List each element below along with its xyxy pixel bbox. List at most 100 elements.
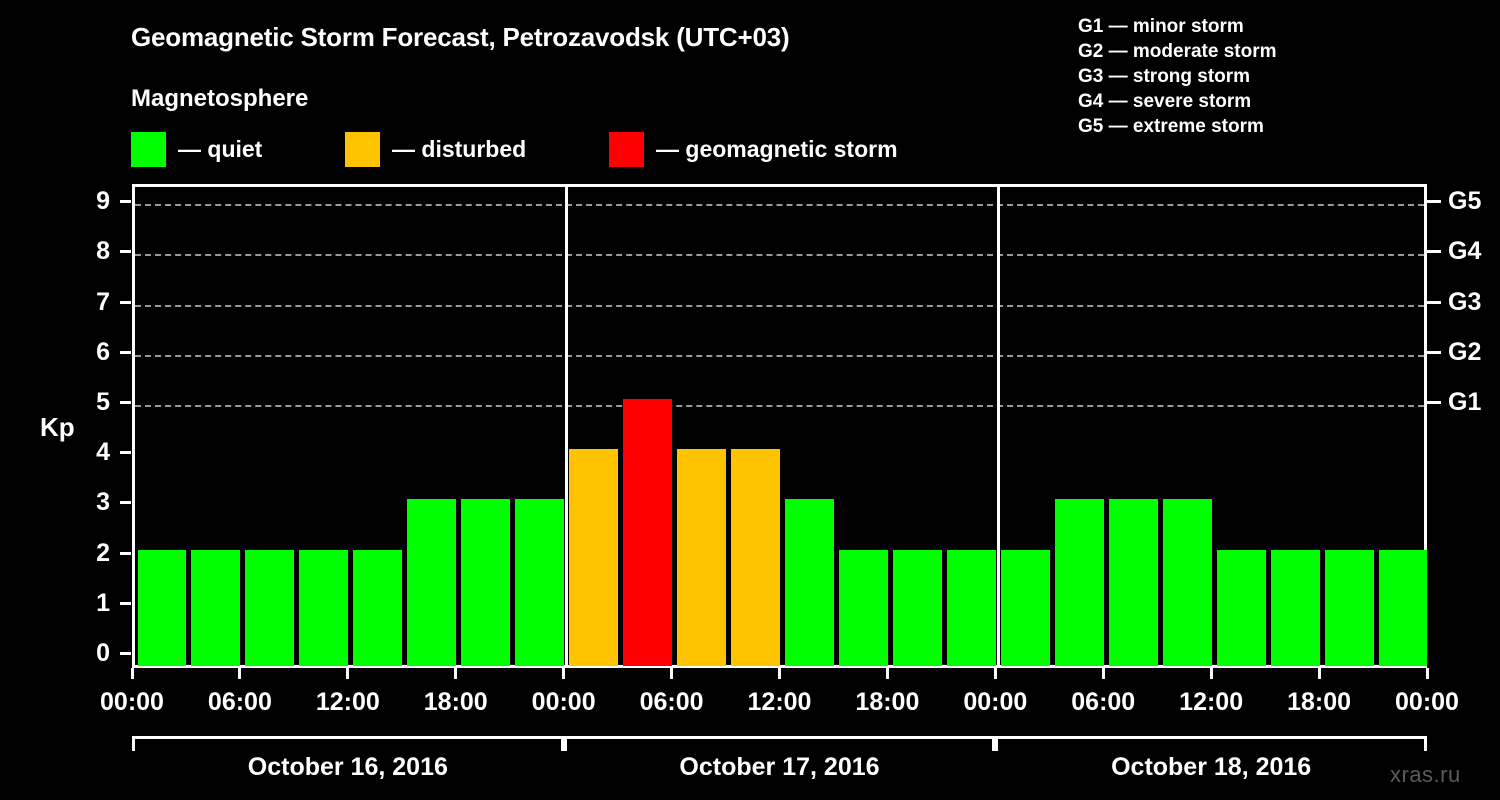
y-tick-label-2: 2: [96, 538, 110, 567]
gridline-kp-6: [135, 354, 1424, 357]
g-tick-label-g4: G4: [1448, 237, 1482, 266]
gridline-kp-5: [135, 405, 1424, 407]
g-tick-g4: [1427, 250, 1441, 254]
x-tick-label-4: 00:00: [531, 688, 596, 716]
y-tick-5: [120, 401, 131, 404]
x-tick-label-1: 06:00: [207, 688, 272, 716]
gridline-kp-9: [135, 204, 1424, 207]
x-tick-5: [670, 668, 674, 679]
page-title: Geomagnetic Storm Forecast, Petrozavodsk…: [131, 22, 790, 52]
g-tick-label-g2: G2: [1448, 337, 1482, 366]
y-tick-1: [120, 601, 131, 605]
quiet-swatch: [131, 131, 166, 167]
x-tick-1: [238, 668, 242, 679]
gridline-kp-7: [135, 304, 1424, 307]
y-tick-label-7: 7: [96, 287, 110, 316]
bar: [1108, 499, 1158, 666]
x-tick-9: [1101, 668, 1105, 679]
day-label-1: October 16, 2016: [247, 753, 448, 781]
x-tick-2: [346, 668, 350, 679]
disturbed-swatch: [345, 131, 380, 167]
x-tick-0: [130, 668, 134, 679]
bar: [1054, 499, 1104, 666]
x-tick-4: [562, 668, 566, 679]
bar: [1216, 549, 1266, 666]
legend-label: — geomagnetic storm: [656, 135, 898, 162]
x-tick-3: [454, 668, 458, 679]
legend-label: — quiet: [178, 135, 263, 162]
day-separator-1: [565, 187, 569, 665]
x-tick-label-7: 18:00: [855, 688, 920, 716]
bar: [1000, 549, 1050, 666]
plot-inner: [135, 187, 1428, 666]
x-tick-label-9: 06:00: [1071, 688, 1136, 716]
bar: [353, 549, 403, 666]
x-tick-8: [993, 668, 997, 679]
y-axis-title: Kp: [40, 412, 75, 442]
y-tick-9: [120, 200, 131, 204]
x-tick-11: [1317, 668, 1321, 679]
bar-series: [135, 187, 1428, 666]
g-tick-label-g5: G5: [1448, 187, 1482, 216]
bar: [1378, 549, 1428, 666]
bar: [1324, 549, 1374, 666]
g-scale-legend-row-1: G1 — minor storm: [1078, 16, 1244, 37]
bar: [299, 549, 349, 666]
y-tick-label-6: 6: [96, 337, 110, 366]
legend-item-quiet: — quiet: [131, 131, 262, 167]
gridline-kp-8: [135, 254, 1424, 257]
g-scale-legend-row-3: G3 — strong storm: [1078, 66, 1251, 87]
y-tick-label-0: 0: [96, 639, 110, 667]
storm-swatch: [609, 131, 644, 167]
day-label-3: October 18, 2016: [1111, 753, 1312, 781]
x-tick-label-5: 06:00: [639, 688, 704, 716]
y-tick-2: [120, 551, 131, 555]
x-tick-label-8: 00:00: [963, 688, 1028, 716]
bar: [838, 549, 888, 666]
legend-label: — disturbed: [392, 135, 527, 162]
g-tick-g1: [1427, 401, 1441, 404]
g-tick-label-g3: G3: [1448, 287, 1482, 316]
x-tick-label-10: 12:00: [1179, 688, 1244, 716]
day-bracket-3: [995, 736, 1427, 751]
bar: [191, 549, 241, 666]
magnetosphere-label: Magnetosphere: [131, 85, 309, 112]
bar: [569, 449, 619, 666]
g-tick-g5: [1427, 200, 1441, 204]
y-tick-4: [120, 451, 131, 455]
g-scale-legend-row-2: G2 — moderate storm: [1078, 41, 1277, 62]
g-scale-legend-row-5: G5 — extreme storm: [1078, 116, 1264, 137]
bar: [731, 449, 780, 666]
bar: [1162, 499, 1212, 666]
bar: [245, 549, 295, 666]
bar: [137, 549, 187, 666]
g-scale-legend: G1 — minor storm G2 — moderate storm G3 — …: [1078, 14, 1277, 139]
bar: [623, 399, 673, 666]
g-tick-g3: [1427, 300, 1441, 304]
y-tick-label-8: 8: [96, 237, 110, 266]
day-bracket-2: [563, 736, 996, 751]
legend-item-storm: — geomagnetic storm: [609, 131, 898, 167]
y-tick-3: [120, 501, 131, 505]
x-tick-label-2: 12:00: [315, 688, 380, 716]
x-tick-10: [1209, 668, 1213, 679]
x-tick-label-6: 12:00: [747, 688, 812, 716]
g-tick-g2: [1427, 350, 1441, 354]
y-tick-0: [120, 652, 131, 655]
y-tick-label-4: 4: [96, 438, 110, 467]
bar: [946, 549, 996, 666]
bar: [785, 499, 834, 666]
bar: [892, 549, 942, 666]
bar: [677, 449, 727, 666]
x-tick-label-0: 00:00: [100, 688, 164, 716]
y-tick-7: [120, 300, 131, 304]
day-label-2: October 17, 2016: [679, 753, 880, 781]
y-tick-6: [120, 350, 131, 354]
bar: [461, 499, 511, 666]
x-tick-12: [1425, 668, 1429, 679]
g-scale-legend-row-4: G4 — severe storm: [1078, 91, 1252, 112]
plot-area: [132, 184, 1428, 668]
day-bracket-1: [132, 736, 564, 751]
x-tick-7: [885, 668, 889, 679]
